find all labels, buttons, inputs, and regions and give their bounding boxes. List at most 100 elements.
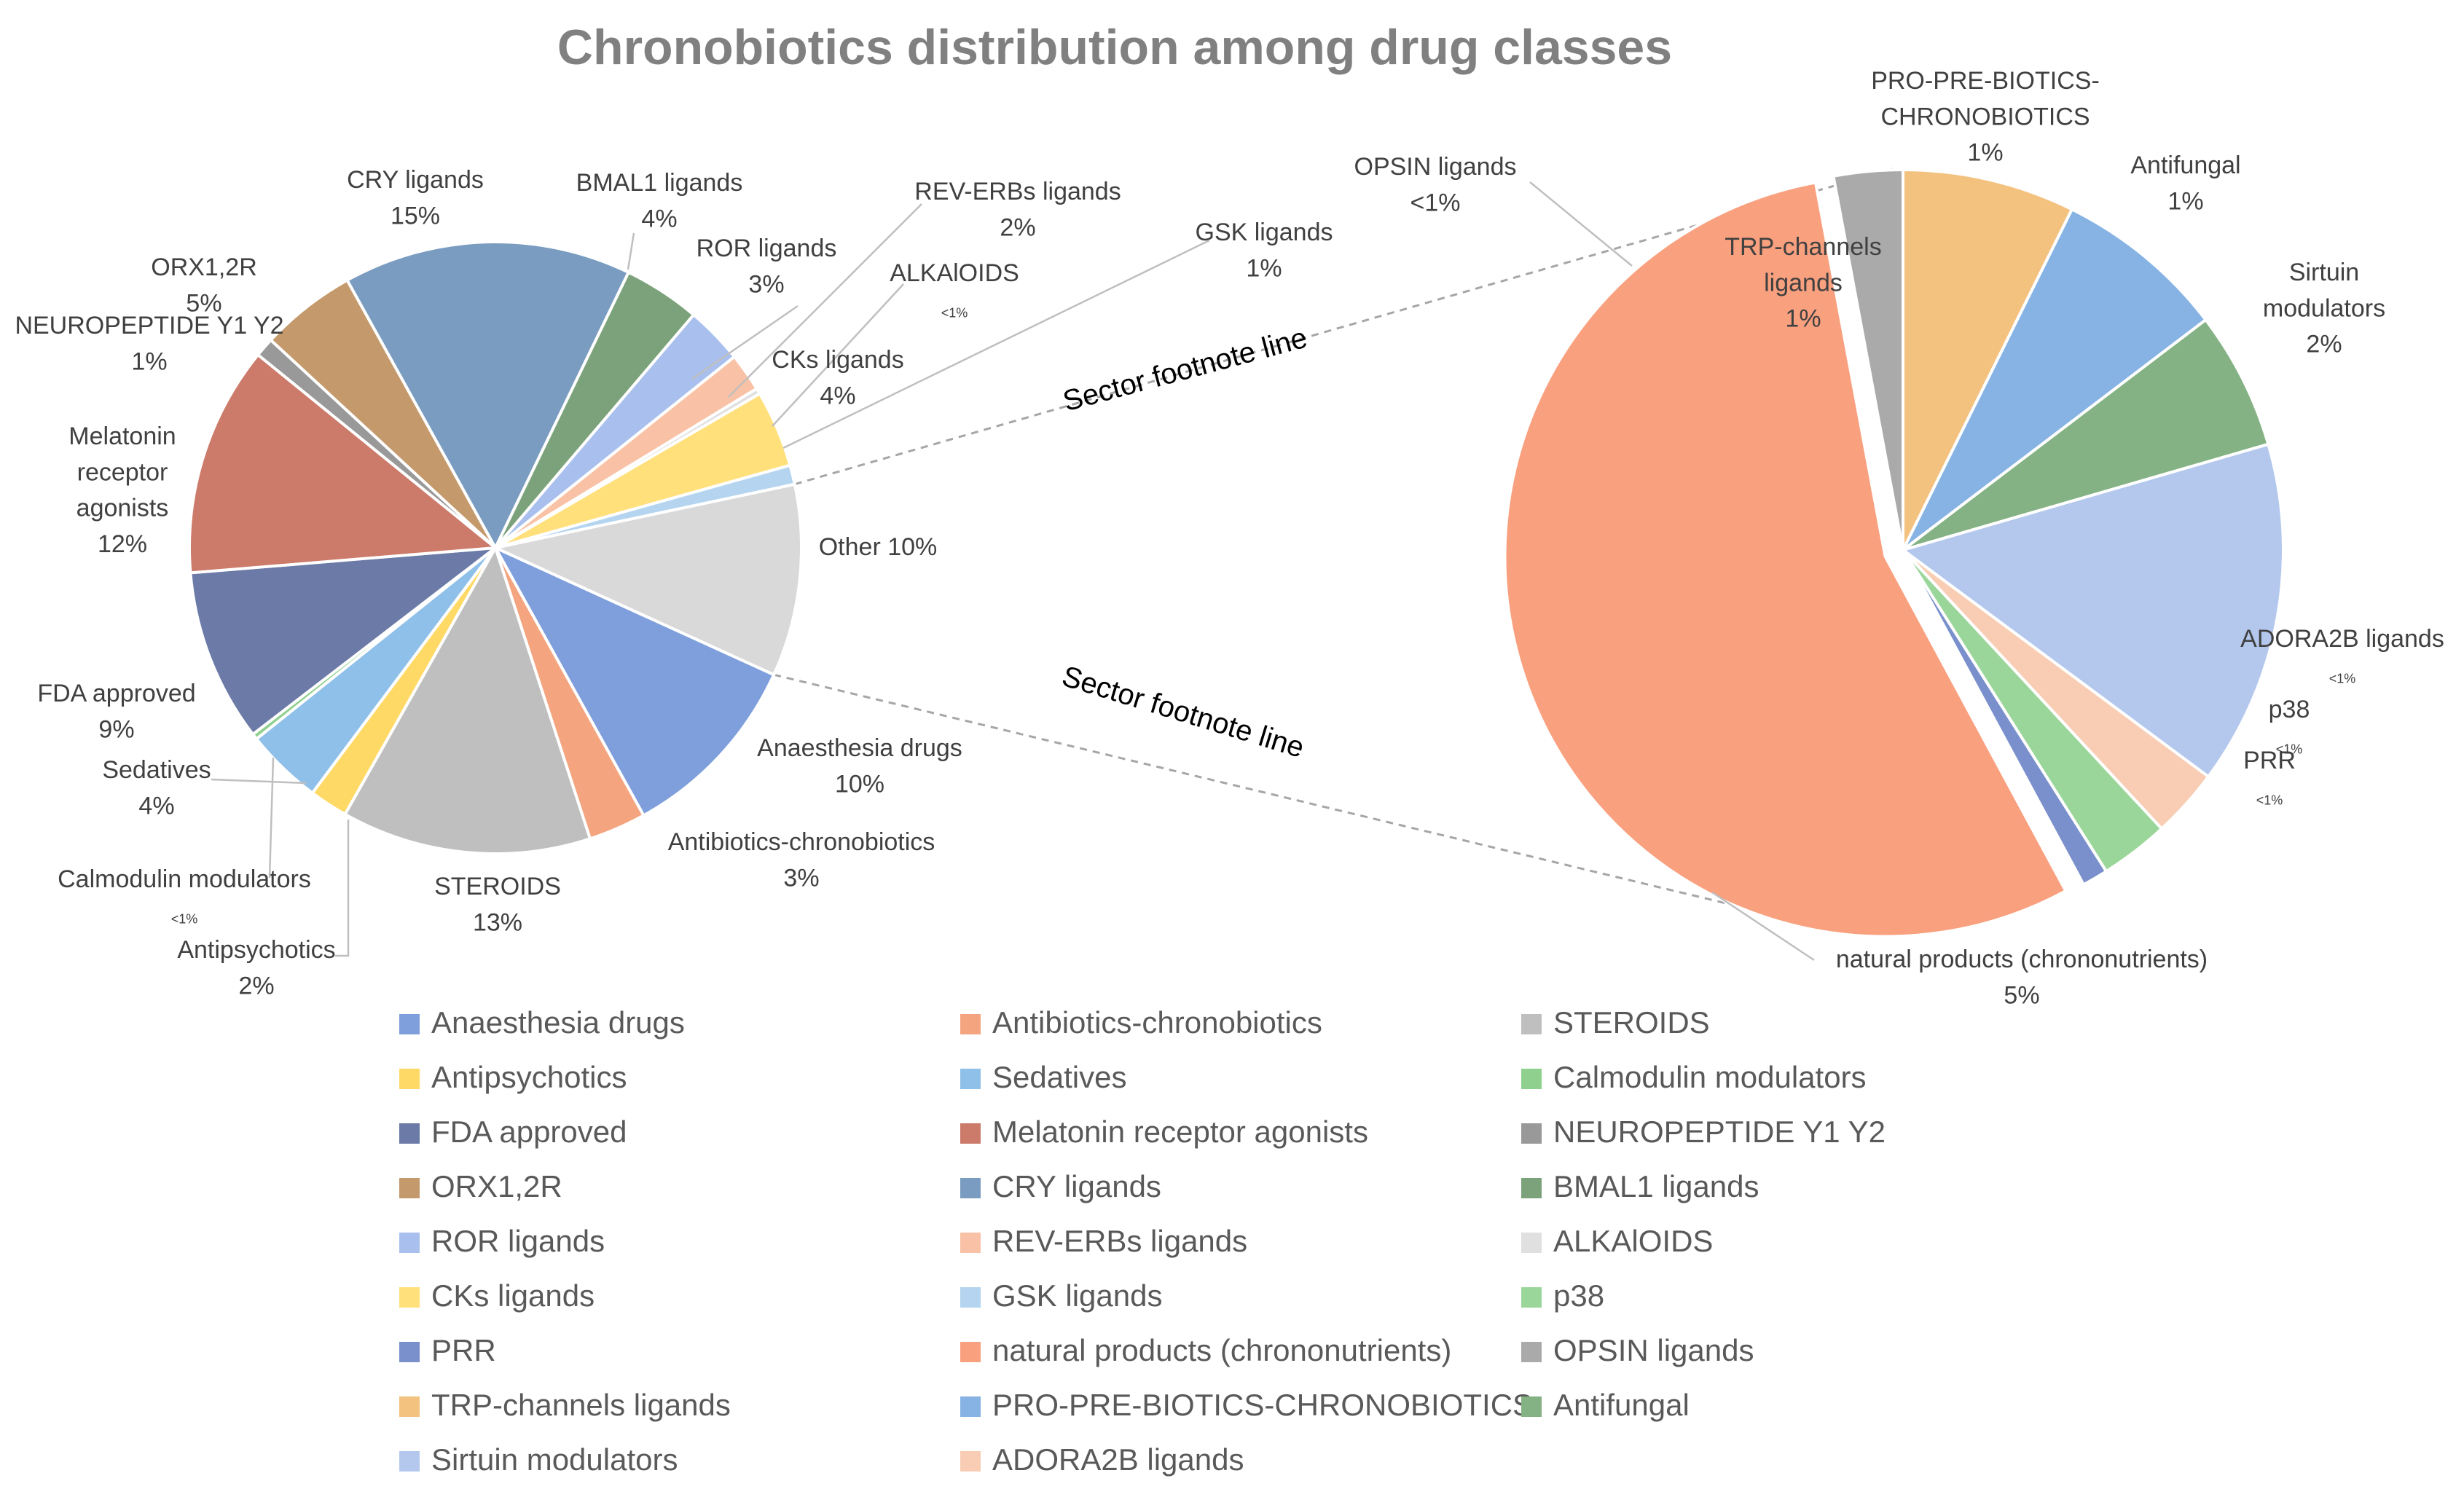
legend-label: TRP-channels ligands — [431, 1388, 731, 1422]
legend-label: ROR ligands — [431, 1224, 605, 1258]
slice-labels: Sector footnote line Sector footnote line… — [15, 67, 2444, 1009]
legend-swatch — [399, 1287, 420, 1308]
legend-label: Antifungal — [1553, 1388, 1690, 1422]
leader-calmodulin-modulators — [268, 757, 275, 879]
legend-item-opsin-ligands: OPSIN ligands — [1521, 1333, 1754, 1367]
label-ror-ligands: ROR ligands 3% — [697, 235, 837, 298]
legend-label: Sirtuin modulators — [431, 1442, 678, 1477]
leader-alkaloids — [772, 283, 904, 427]
legend-item-antibiotics-chronobiotics: Antibiotics-chronobiotics — [960, 1005, 1322, 1040]
label-bmal1-ligands: BMAL1 ligands 4% — [576, 169, 743, 232]
primary-slice-steroids — [342, 544, 592, 856]
legend-swatch — [960, 1342, 981, 1362]
legend-item-trp-channels-ligands: TRP-channels ligands — [399, 1388, 731, 1422]
legend-item-antifungal: Antifungal — [1521, 1388, 1690, 1422]
legend-swatch — [960, 1014, 981, 1034]
legend-swatch — [960, 1233, 981, 1253]
legend-label: CKs ligands — [431, 1278, 595, 1313]
label-p38: p38 <1% — [2269, 696, 2310, 756]
legend-swatch — [960, 1287, 981, 1308]
secondary-slice-sirtuin-modulators — [1899, 442, 2285, 779]
legend-item-prr: PRR — [399, 1333, 496, 1367]
label-rev-erbs-ligands: REV-ERBs ligands 2% — [914, 178, 1121, 241]
connector-note-top: Sector footnote line — [1059, 322, 1310, 418]
label-antifungal: Antifungal 1% — [2130, 152, 2240, 215]
legend-swatch — [960, 1451, 981, 1472]
label-alkaloids: ALKAlOIDS <1% — [890, 259, 1019, 320]
leader-natural-products-chrononutrients — [1711, 891, 1815, 962]
label-orx1-2r: ORX1,2R 5% — [151, 254, 257, 317]
label-pro-pre-biotics-chronobiotics: PRO-PRE-BIOTICS-CHRONOBIOTICS 1% — [1871, 67, 2100, 167]
primary-slice-fda-approved — [189, 546, 501, 736]
leader-gsk-ligands — [782, 239, 1210, 449]
connector-line-top — [794, 168, 1894, 486]
legend-swatch — [399, 1123, 420, 1144]
legend-item-alkaloids: ALKAlOIDS — [1521, 1224, 1713, 1258]
primary-slice-cry-ligands — [345, 240, 631, 551]
label-opsin-ligands: OPSIN ligands <1% — [1354, 153, 1517, 216]
legend-swatch — [399, 1014, 420, 1034]
leader-bmal1-ligands — [627, 232, 635, 270]
legend-swatch — [960, 1069, 981, 1089]
legend-label: CRY ligands — [992, 1169, 1161, 1203]
connector-line-bottom — [773, 673, 1742, 908]
secondary-slice-antifungal — [1902, 318, 2270, 551]
legend-label: Sedatives — [992, 1060, 1126, 1094]
legend-label: BMAL1 ligands — [1553, 1169, 1759, 1203]
legend-swatch — [1521, 1396, 1542, 1417]
label-trp-channels-ligands: TRP-channels ligands 1% — [1725, 233, 1881, 333]
legend-swatch — [399, 1342, 420, 1362]
leader-sedatives — [211, 778, 307, 785]
leader-rev-erbs-ligands — [728, 203, 922, 398]
legend-item-anaesthesia-drugs: Anaesthesia drugs — [399, 1005, 685, 1040]
legend-item-ror-ligands: ROR ligands — [399, 1224, 605, 1258]
legend-swatch — [960, 1396, 981, 1417]
leader-antipsychotics — [335, 820, 350, 957]
legend-swatch — [960, 1123, 981, 1144]
label-fda-approved: FDA approved 9% — [37, 680, 195, 743]
legend-swatch — [399, 1396, 420, 1417]
label-sirtuin-modulators: Sirtuin modulators 2% — [2263, 259, 2385, 358]
legend-swatch — [1521, 1178, 1542, 1198]
legend-item-calmodulin-modulators: Calmodulin modulators — [1521, 1060, 1867, 1094]
label-adora2b-ligands: ADORA2B ligands <1% — [2240, 625, 2444, 685]
legend-label: ORX1,2R — [431, 1169, 562, 1203]
legend-swatch — [1521, 1069, 1542, 1089]
legend-swatch — [1521, 1233, 1542, 1253]
legend-label: OPSIN ligands — [1553, 1333, 1754, 1367]
legend-item-p38: p38 — [1521, 1278, 1604, 1313]
legend-item-neuropeptide-y1-y2: NEUROPEPTIDE Y1 Y2 — [1521, 1115, 1886, 1149]
label-antipsychotics: Antipsychotics 2% — [177, 936, 335, 999]
legend-swatch — [399, 1069, 420, 1089]
legend-item-gsk-ligands: GSK ligands — [960, 1278, 1162, 1313]
secondary-pie — [1503, 168, 2285, 938]
legend-label: NEUROPEPTIDE Y1 Y2 — [1553, 1115, 1886, 1149]
legend-label: PRO-PRE-BIOTICS-CHRONOBIOTICS — [992, 1388, 1533, 1422]
label-antibiotics-chronobiotics: Antibiotics-chronobiotics 3% — [668, 828, 935, 892]
label-neuropeptide-y1-y2: NEUROPEPTIDE Y1 Y2 1% — [15, 312, 283, 375]
legend-item-cks-ligands: CKs ligands — [399, 1278, 595, 1313]
legend-swatch — [1521, 1342, 1542, 1362]
legend-item-bmal1-ligands: BMAL1 ligands — [1521, 1169, 1759, 1203]
legend-swatch — [399, 1233, 420, 1253]
legend: Anaesthesia drugs Antibiotics-chronobioti… — [399, 1005, 1886, 1477]
chart-title: Chronobiotics distribution among drug cl… — [557, 20, 1672, 75]
label-calmodulin-modulators: Calmodulin modulators <1% — [58, 865, 311, 926]
legend-item-rev-erbs-ligands: REV-ERBs ligands — [960, 1224, 1247, 1258]
legend-label: p38 — [1553, 1278, 1604, 1313]
legend-swatch — [399, 1178, 420, 1198]
connector-note-bottom: Sector footnote line — [1059, 660, 1308, 764]
legend-item-natural-products-chrononutrients: natural products (chrononutrients) — [960, 1333, 1451, 1367]
legend-item-sirtuin-modulators: Sirtuin modulators — [399, 1442, 678, 1477]
label-prr: PRR <1% — [2243, 747, 2296, 807]
legend-label: GSK ligands — [992, 1278, 1162, 1313]
label-cry-ligands: CRY ligands 15% — [347, 166, 484, 229]
legend-label: ADORA2B ligands — [992, 1442, 1244, 1477]
legend-label: ALKAlOIDS — [1553, 1224, 1713, 1258]
secondary-slice-prr — [1902, 549, 2108, 887]
legend-label: Melatonin receptor agonists — [992, 1115, 1368, 1149]
legend-label: Antipsychotics — [431, 1060, 627, 1094]
legend-label: Anaesthesia drugs — [431, 1005, 685, 1040]
legend-label: REV-ERBs ligands — [992, 1224, 1247, 1258]
